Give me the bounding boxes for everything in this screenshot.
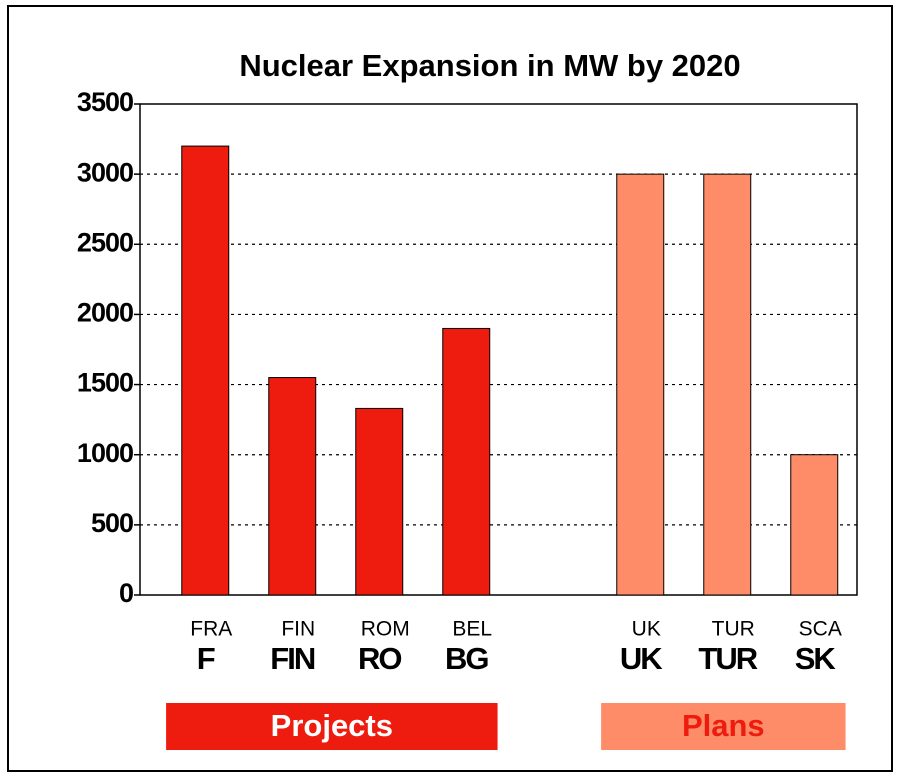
bar (442, 327, 491, 596)
x-tick-code: BEL (452, 618, 492, 641)
x-tick-label: FIN (270, 641, 315, 676)
bar (355, 407, 404, 596)
bar (268, 377, 317, 596)
chart-title: Nuclear Expansion in MW by 2020 (239, 48, 740, 83)
legend-swatch (601, 703, 846, 750)
legend-label: Plans (682, 708, 765, 743)
x-tick-code: SCA (799, 618, 842, 641)
y-tick-label: 500 (91, 508, 133, 538)
y-tick-label: 2500 (77, 227, 133, 257)
y-tick-label: 0 (119, 578, 133, 608)
x-tick-label: UK (620, 641, 663, 676)
x-tick-code: TUR (712, 618, 755, 641)
x-tick-code: UK (632, 618, 661, 641)
x-tick-code: ROM (361, 618, 410, 641)
x-tick-label: TUR (698, 641, 757, 676)
x-tick-label: SK (795, 641, 837, 676)
y-tick-label: 3500 (77, 87, 133, 117)
x-tick-code: FRA (190, 618, 232, 641)
legend-swatch (166, 703, 498, 750)
x-tick-code: FIN (281, 618, 315, 641)
y-tick-label: 3000 (77, 157, 133, 187)
x-tick-label: RO (358, 641, 401, 676)
legend-label: Projects (271, 708, 393, 743)
x-tick-label: BG (445, 641, 488, 676)
x-tick-label: F (197, 641, 215, 676)
y-tick-label: 1000 (77, 438, 133, 468)
y-tick-label: 1500 (77, 368, 133, 398)
bar (703, 173, 752, 596)
y-tick-label: 2000 (77, 298, 133, 328)
bar (181, 145, 230, 596)
bar (616, 173, 665, 596)
bar (790, 454, 839, 596)
